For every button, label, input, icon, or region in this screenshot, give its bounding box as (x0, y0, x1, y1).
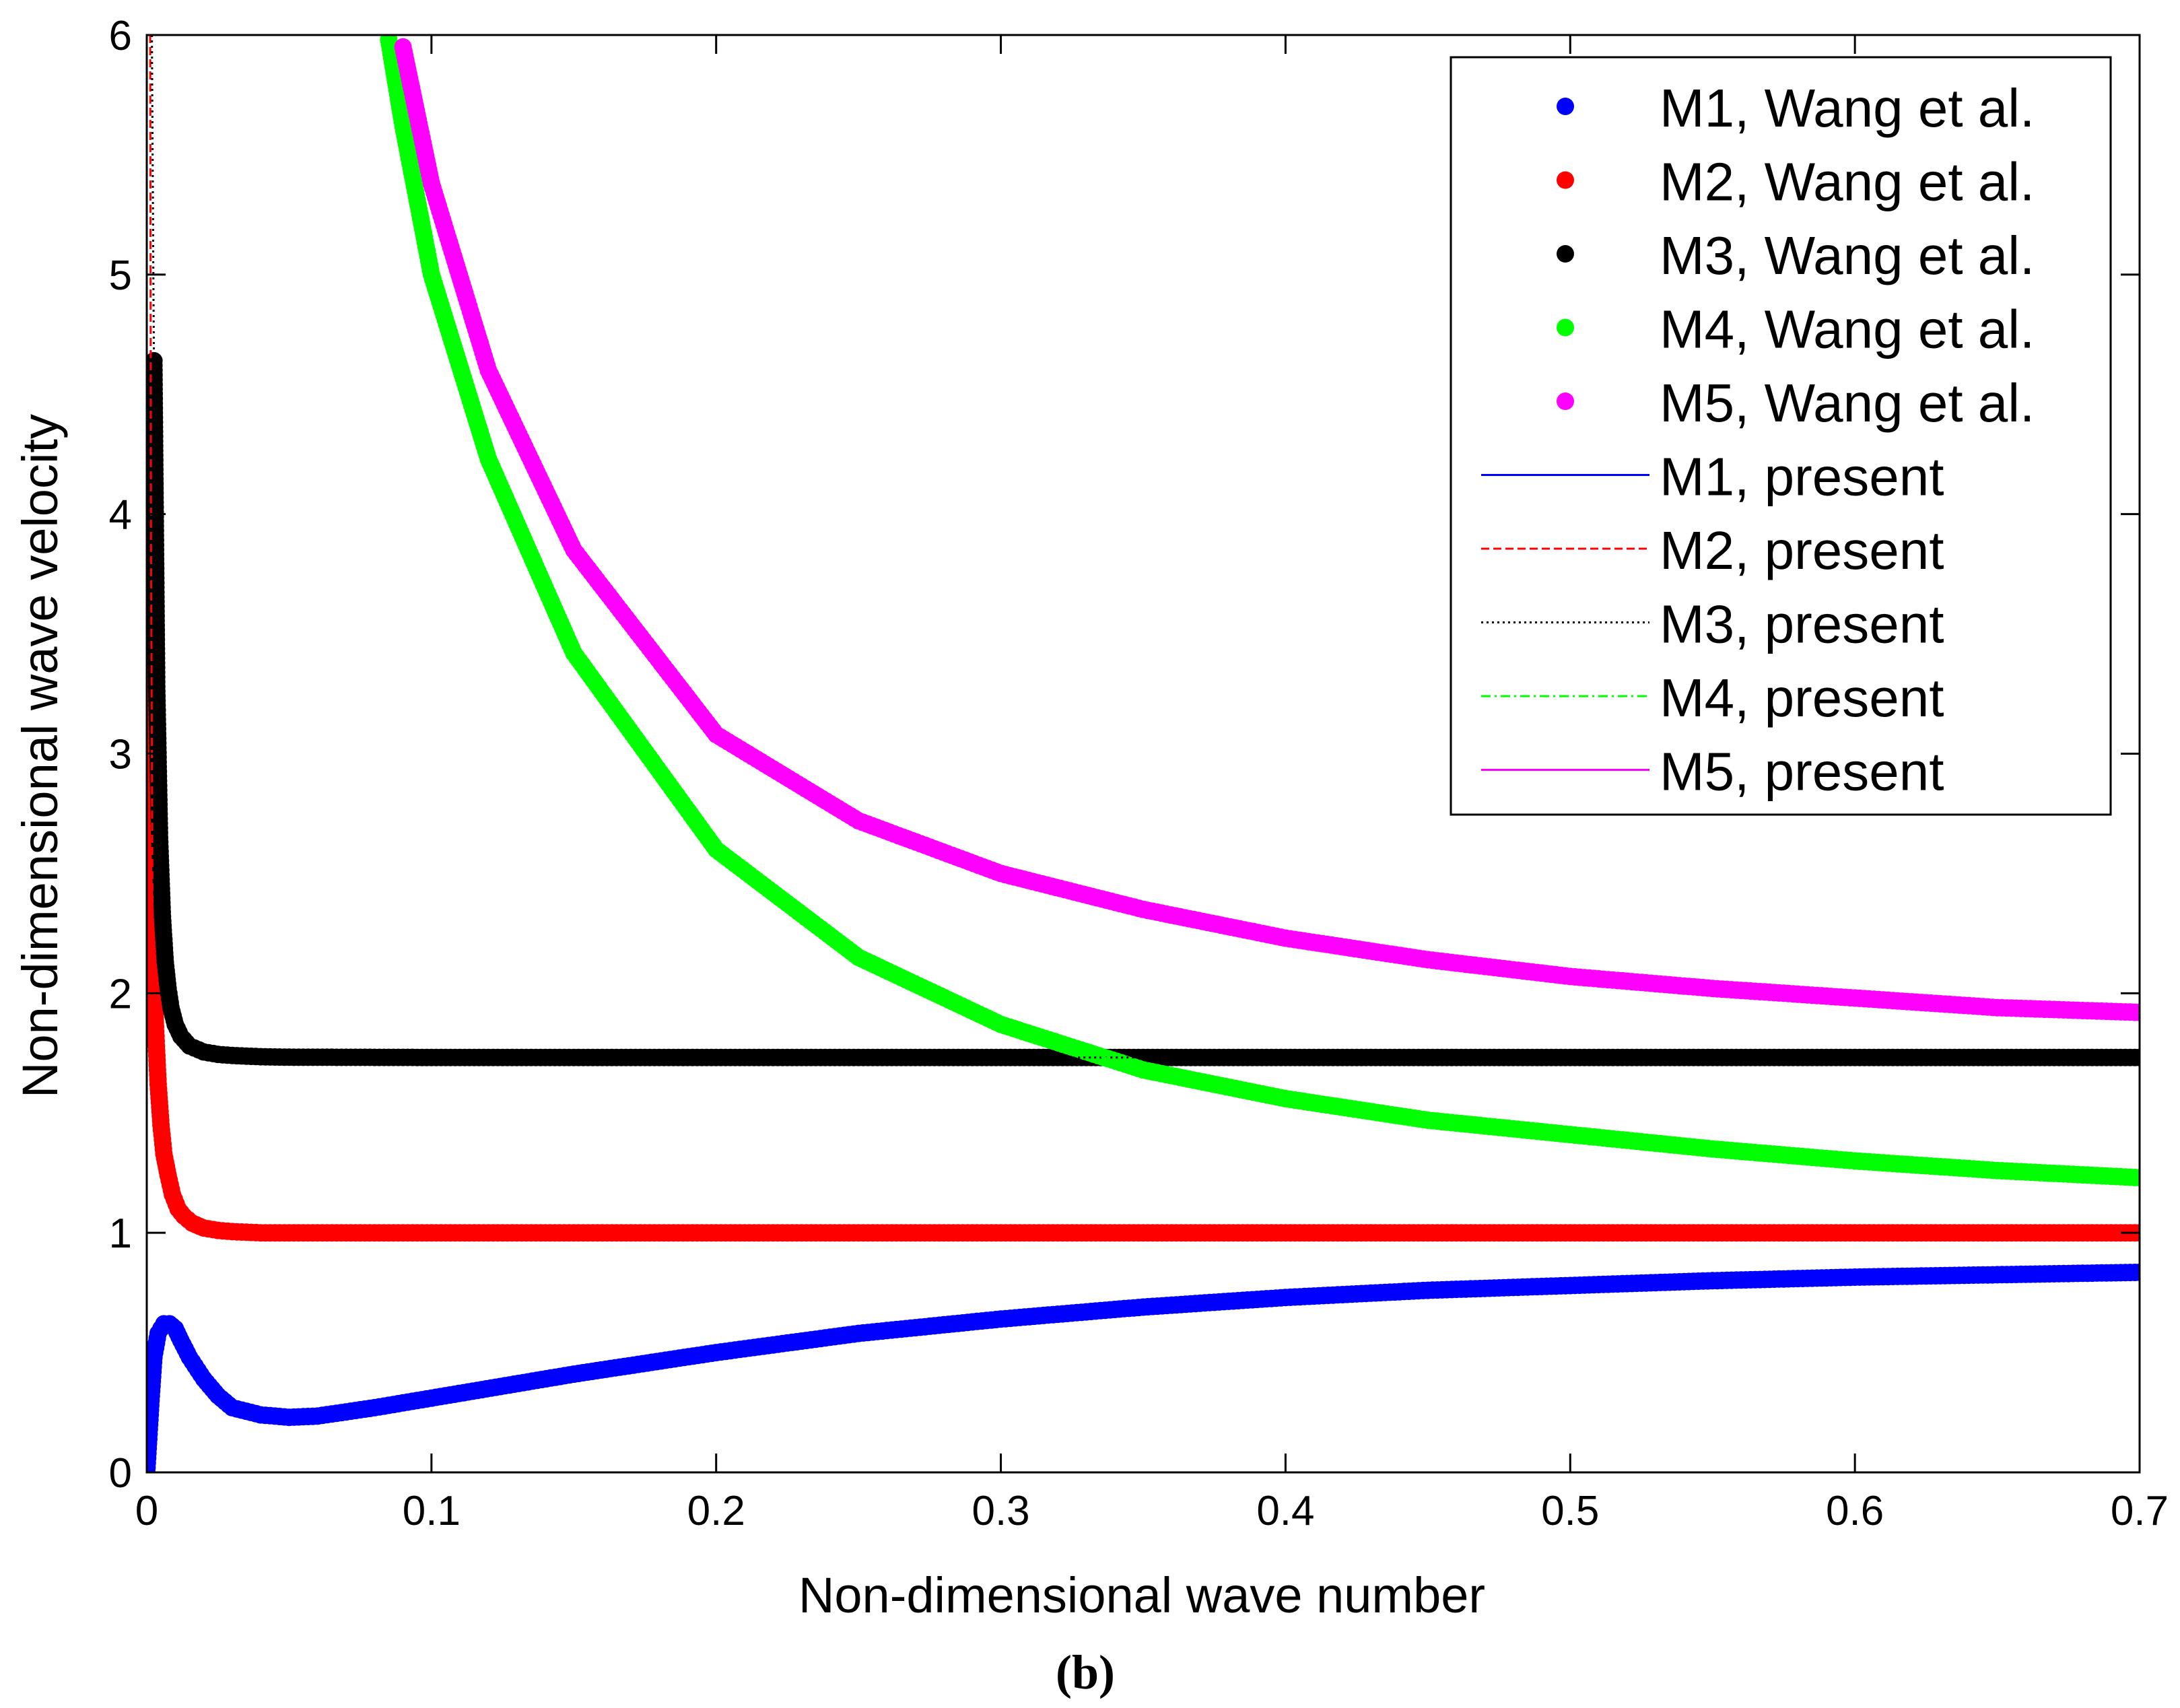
x-axis-label: Non-dimensional wave number (798, 1567, 1485, 1623)
legend-item: M2, present (1481, 520, 1944, 580)
legend-label: M5, present (1660, 742, 1944, 802)
y-tick-label: 2 (109, 971, 132, 1017)
legend-item: M4, Wang et al. (1557, 300, 2035, 360)
legend-label: M4, present (1660, 668, 1944, 728)
data-group (147, 35, 2140, 1472)
x-tick-label: 0.2 (687, 1488, 745, 1534)
legend-label: M5, Wang et al. (1660, 373, 2035, 433)
legend-item: M4, present (1481, 668, 1944, 728)
legend-item: M3, present (1481, 594, 1944, 654)
legend-label: M3, Wang et al. (1660, 226, 2035, 285)
y-tick-label: 1 (109, 1210, 132, 1257)
legend-label: M2, Wang et al. (1660, 152, 2035, 212)
legend-label: M2, present (1660, 520, 1944, 580)
plot-area (147, 35, 2140, 1472)
x-tick-label: 0.5 (1541, 1488, 1599, 1534)
legend-marker (1557, 392, 1574, 410)
legend-item: M1, Wang et al. (1557, 78, 2035, 138)
y-tick-label: 4 (109, 492, 132, 539)
y-tick-label: 3 (109, 732, 132, 778)
series-line-m1-present (147, 1271, 2140, 1472)
series-line-m2-present (149, 35, 2140, 1234)
legend-marker (1557, 171, 1574, 189)
series-m3-wang-et-al (147, 351, 2140, 1066)
y-tick-label: 6 (109, 13, 132, 59)
y-tick-label: 0 (109, 1450, 132, 1497)
x-tick-label: 0.4 (1256, 1488, 1314, 1534)
legend-item: M5, present (1481, 742, 1944, 802)
series-m2-wang-et-al (147, 534, 2140, 1242)
series-line-m5-present (402, 46, 2140, 1014)
x-tick-label: 0.1 (403, 1488, 461, 1534)
x-tick-label: 0.7 (2111, 1488, 2169, 1534)
legend: M1, Wang et al. M2, Wang et al. M3, Wang e… (1450, 56, 2112, 816)
x-tick-label: 0.3 (972, 1488, 1029, 1534)
x-tick-label: 0 (135, 1488, 158, 1534)
axes: 0 0.1 0.2 0.3 0.4 0.5 0.6 0.7 0 1 2 3 4 5 6 (109, 13, 2169, 1534)
legend-label: M3, present (1660, 594, 1944, 654)
series-line-m4-present (387, 39, 2140, 1179)
legend-label: M1, present (1660, 447, 1944, 507)
legend-marker (1557, 245, 1574, 263)
legend-item: M3, Wang et al. (1557, 226, 2035, 285)
legend-marker (1557, 98, 1574, 115)
y-tick-label: 5 (109, 252, 132, 299)
legend-marker (1557, 318, 1574, 337)
legend-item: M2, Wang et al. (1557, 152, 2035, 212)
legend-label: M1, Wang et al. (1660, 78, 2035, 138)
series-line-m3-present (151, 35, 2140, 1059)
legend-label: M4, Wang et al. (1660, 300, 2035, 360)
x-tick-label: 0.6 (1826, 1488, 1884, 1534)
legend-item: M1, present (1481, 447, 1944, 507)
figure-caption: (b) (1056, 1645, 1115, 1699)
y-axis-label: Non-dimensional wave velocity (12, 414, 68, 1098)
legend-item: M5, Wang et al. (1557, 373, 2035, 433)
